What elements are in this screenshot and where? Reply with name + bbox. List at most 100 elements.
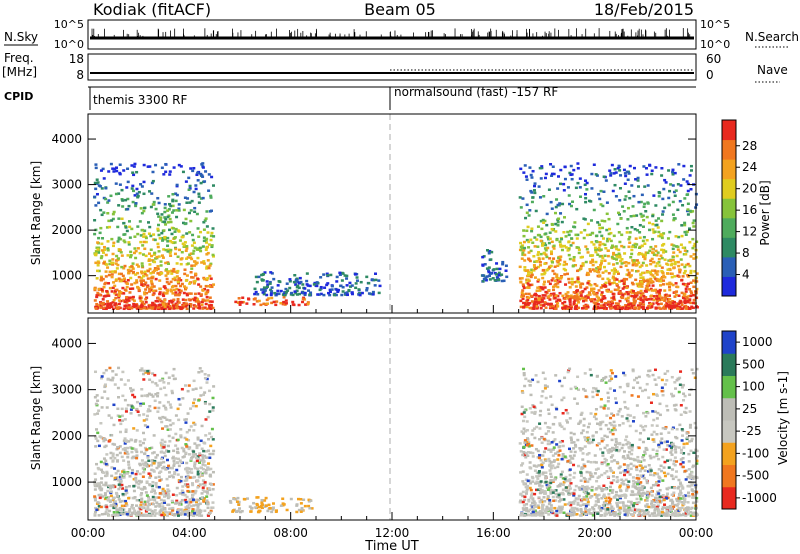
heatmap-cell: [567, 253, 571, 257]
heatmap-cell: [140, 480, 144, 483]
heatmap-cell: [349, 285, 353, 288]
heatmap-cell: [111, 378, 115, 382]
heatmap-cell: [604, 179, 608, 182]
heatmap-cell: [169, 423, 173, 427]
heatmap-cell: [127, 299, 131, 302]
heatmap-cell: [255, 496, 259, 499]
heatmap-cell: [639, 297, 643, 300]
heatmap-cell: [163, 236, 167, 239]
heatmap-cell: [547, 241, 551, 245]
heatmap-cell: [592, 208, 596, 212]
heatmap-cell: [562, 511, 566, 515]
heatmap-cell: [536, 286, 540, 289]
heatmap-cell: [187, 428, 191, 432]
heatmap-cell: [121, 199, 125, 202]
heatmap-cell: [112, 170, 116, 173]
heatmap-cell: [94, 402, 98, 406]
heatmap-cell: [176, 461, 180, 465]
heatmap-cell: [671, 426, 675, 430]
heatmap-cell: [614, 375, 618, 378]
heatmap-cell: [103, 302, 107, 306]
heatmap-cell: [683, 283, 687, 287]
heatmap-cell: [550, 207, 554, 210]
heatmap-cell: [167, 195, 171, 198]
heatmap-cell: [129, 438, 133, 441]
heatmap-cell: [113, 291, 117, 295]
cpid-mode-1: themis 3300 RF: [93, 93, 187, 107]
heatmap-cell: [111, 369, 115, 373]
heatmap-cell: [665, 494, 669, 498]
heatmap-cell: [620, 279, 624, 283]
heatmap-cell: [335, 288, 339, 292]
heatmap-cell: [143, 283, 147, 286]
heatmap-cell: [560, 505, 564, 509]
heatmap-cell: [161, 237, 165, 240]
heatmap-cell: [179, 479, 183, 483]
heatmap-cell: [299, 497, 303, 501]
heatmap-cell: [93, 499, 97, 502]
heatmap-cell: [636, 395, 640, 398]
heatmap-cell: [680, 500, 684, 504]
heatmap-cell: [121, 278, 125, 282]
heatmap-cell: [675, 303, 679, 306]
heatmap-cell: [166, 503, 170, 507]
heatmap-cell: [622, 282, 626, 286]
heatmap-cell: [530, 229, 534, 233]
heatmap-cell: [130, 511, 134, 515]
heatmap-cell: [552, 292, 556, 295]
heatmap-cell: [126, 282, 130, 286]
heatmap-cell: [688, 426, 692, 429]
heatmap-cell: [582, 236, 586, 240]
heatmap-cell: [105, 290, 109, 293]
heatmap-cell: [168, 419, 172, 422]
heatmap-cell: [660, 298, 664, 301]
heatmap-cell: [343, 292, 347, 295]
heatmap-cell: [291, 300, 295, 304]
heatmap-cell: [553, 466, 557, 470]
heatmap-cell: [186, 514, 190, 517]
heatmap-cell: [164, 248, 168, 252]
heatmap-cell: [625, 170, 629, 174]
heatmap-cell: [307, 500, 311, 503]
heatmap-cell: [672, 251, 676, 254]
heatmap-cell: [610, 269, 614, 272]
heatmap-cell: [123, 442, 127, 445]
heatmap-cell: [202, 262, 206, 265]
heatmap-cell: [154, 382, 158, 385]
heatmap-cell: [641, 225, 645, 228]
heatmap-cell: [139, 487, 143, 491]
heatmap-cell: [685, 193, 689, 197]
heatmap-cell: [652, 276, 656, 279]
heatmap-cell: [693, 242, 697, 246]
heatmap-cell: [142, 163, 146, 167]
heatmap-cell: [183, 418, 187, 421]
heatmap-cell: [123, 452, 127, 455]
heatmap-cell: [105, 406, 109, 409]
heatmap-cell: [146, 277, 150, 280]
heatmap-cell: [608, 169, 612, 172]
heatmap-cell: [204, 248, 208, 252]
heatmap-cell: [689, 169, 693, 172]
heatmap-cell: [367, 292, 371, 295]
heatmap-cell: [542, 297, 546, 300]
heatmap-cell: [172, 462, 176, 465]
heatmap-cell: [587, 280, 591, 283]
heatmap-cell: [104, 187, 108, 190]
heatmap-cell: [162, 285, 166, 288]
heatmap-cell: [275, 292, 279, 296]
heatmap-cell: [194, 187, 198, 191]
heatmap-cell: [93, 513, 97, 516]
heatmap-cell: [141, 228, 145, 232]
heatmap-cell: [564, 292, 568, 296]
heatmap-cell: [93, 488, 97, 491]
heatmap-cell: [638, 236, 642, 239]
heatmap-cell: [166, 428, 170, 431]
heatmap-cell: [212, 385, 216, 388]
heatmap-cell: [547, 280, 551, 283]
heatmap-cell: [194, 184, 198, 187]
heatmap-cell: [127, 304, 131, 307]
heatmap-cell: [526, 450, 530, 454]
heatmap-cell: [596, 500, 600, 503]
heatmap-cell: [613, 288, 617, 292]
heatmap-cell: [105, 226, 109, 229]
